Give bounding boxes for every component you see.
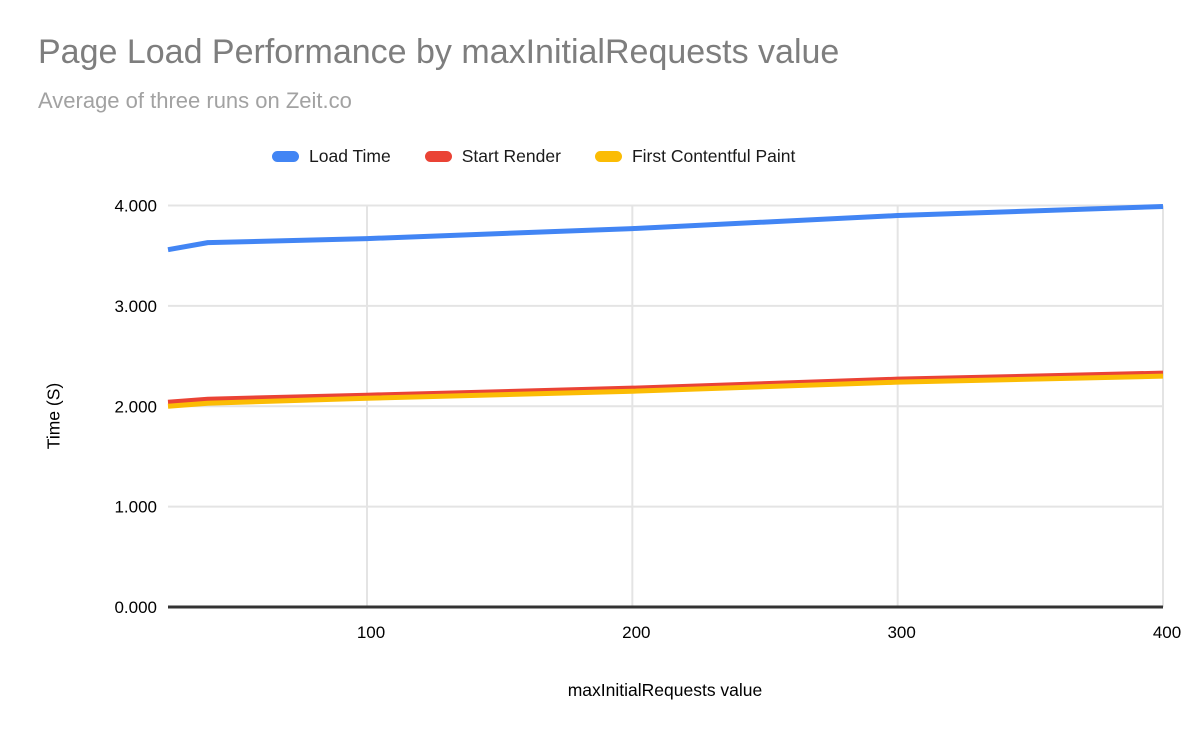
svg-text:0.000: 0.000 xyxy=(114,598,157,617)
x-axis-tick-labels: 100 200 300 400 xyxy=(357,623,1181,642)
legend-label-load-time: Load Time xyxy=(309,146,391,166)
legend-item-load-time: Load Time xyxy=(272,146,391,167)
svg-text:200: 200 xyxy=(622,623,650,642)
legend-label-start-render: Start Render xyxy=(461,146,561,166)
legend-label-first-contentful-paint: First Contentful Paint xyxy=(631,146,796,166)
series-lines xyxy=(167,204,1164,409)
svg-text:400: 400 xyxy=(1153,623,1181,642)
svg-text:3.000: 3.000 xyxy=(114,297,157,316)
load-time-swatch-icon xyxy=(272,151,299,162)
svg-text:100: 100 xyxy=(357,623,385,642)
first-contentful-paint-swatch-icon xyxy=(594,151,622,162)
gridlines xyxy=(168,204,1164,607)
chart-title: Page Load Performance by maxInitialReque… xyxy=(38,33,840,71)
chart-subtitle: Average of three runs on Zeit.co xyxy=(38,88,352,113)
svg-text:300: 300 xyxy=(887,623,915,642)
chart-legend: Load Time Start Render First Contentful … xyxy=(272,146,795,167)
svg-text:4.000: 4.000 xyxy=(114,197,157,216)
svg-text:1.000: 1.000 xyxy=(114,498,157,517)
x-axis-title: maxInitialRequests value xyxy=(567,680,763,700)
y-axis-tick-labels: 0.000 1.000 2.000 3.000 4.000 xyxy=(114,197,157,618)
y-axis-title: Time (S) xyxy=(43,382,64,450)
svg-text:2.000: 2.000 xyxy=(114,397,157,416)
legend-item-start-render: Start Render xyxy=(424,146,561,167)
start-render-swatch-icon xyxy=(424,151,452,162)
legend-item-first-contentful-paint: First Contentful Paint xyxy=(594,146,796,167)
